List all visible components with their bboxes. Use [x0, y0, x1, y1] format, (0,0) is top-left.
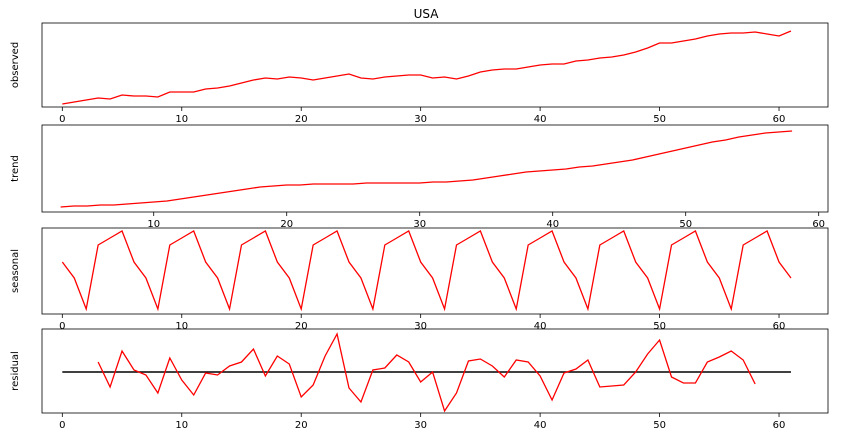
x-tick-label: 30 [414, 321, 427, 332]
x-tick-label: 40 [534, 420, 547, 431]
axes-frame [41, 22, 829, 108]
x-tick-label: 60 [773, 114, 786, 125]
x-tick-label: 10 [147, 219, 160, 230]
data-line [60, 130, 793, 208]
x-tick-label: 30 [413, 219, 426, 230]
x-tick-label: 10 [175, 321, 188, 332]
data-line [97, 332, 756, 413]
y-axis-label: observed [10, 42, 21, 88]
x-tick-label: 20 [295, 420, 308, 431]
x-tick-label: 60 [773, 321, 786, 332]
data-line [62, 30, 792, 105]
x-tick-label: 50 [653, 420, 666, 431]
chart-title: USA [414, 7, 440, 21]
axes-frame [41, 124, 829, 213]
x-tick-label: 50 [653, 321, 666, 332]
axes-frame [41, 227, 829, 315]
x-tick-label: 50 [679, 219, 692, 230]
x-tick-label: 30 [414, 114, 427, 125]
x-tick-label: 0 [59, 114, 65, 125]
x-tick-label: 0 [59, 420, 65, 431]
x-tick-label: 20 [295, 114, 308, 125]
x-tick-label: 20 [280, 219, 293, 230]
x-tick-label: 0 [59, 321, 65, 332]
y-axis-label: trend [10, 155, 21, 182]
x-tick-label: 30 [414, 420, 427, 431]
x-tick-label: 10 [175, 420, 188, 431]
x-tick-label: 20 [295, 321, 308, 332]
x-tick-label: 60 [812, 219, 825, 230]
x-tick-label: 40 [534, 321, 547, 332]
x-tick-label: 10 [175, 114, 188, 125]
data-line [61, 230, 792, 312]
axes-frame [41, 328, 829, 414]
y-axis-label: residual [10, 351, 21, 391]
y-axis-label: seasonal [10, 249, 21, 293]
x-tick-label: 40 [546, 219, 559, 230]
x-tick-label: 50 [653, 114, 666, 125]
x-tick-label: 40 [534, 114, 547, 125]
x-tick-label: 60 [773, 420, 786, 431]
